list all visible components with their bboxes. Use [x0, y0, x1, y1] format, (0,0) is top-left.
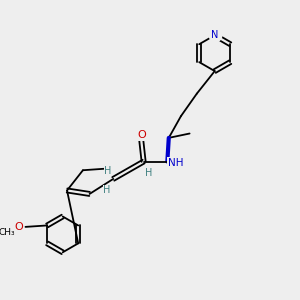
Text: H: H — [145, 167, 152, 178]
Text: O: O — [137, 130, 146, 140]
Text: NH: NH — [168, 158, 183, 168]
Text: N: N — [211, 30, 218, 40]
Text: O: O — [15, 222, 23, 232]
Text: CH₃: CH₃ — [0, 228, 15, 237]
Text: H: H — [103, 185, 111, 196]
Text: H: H — [104, 166, 112, 176]
